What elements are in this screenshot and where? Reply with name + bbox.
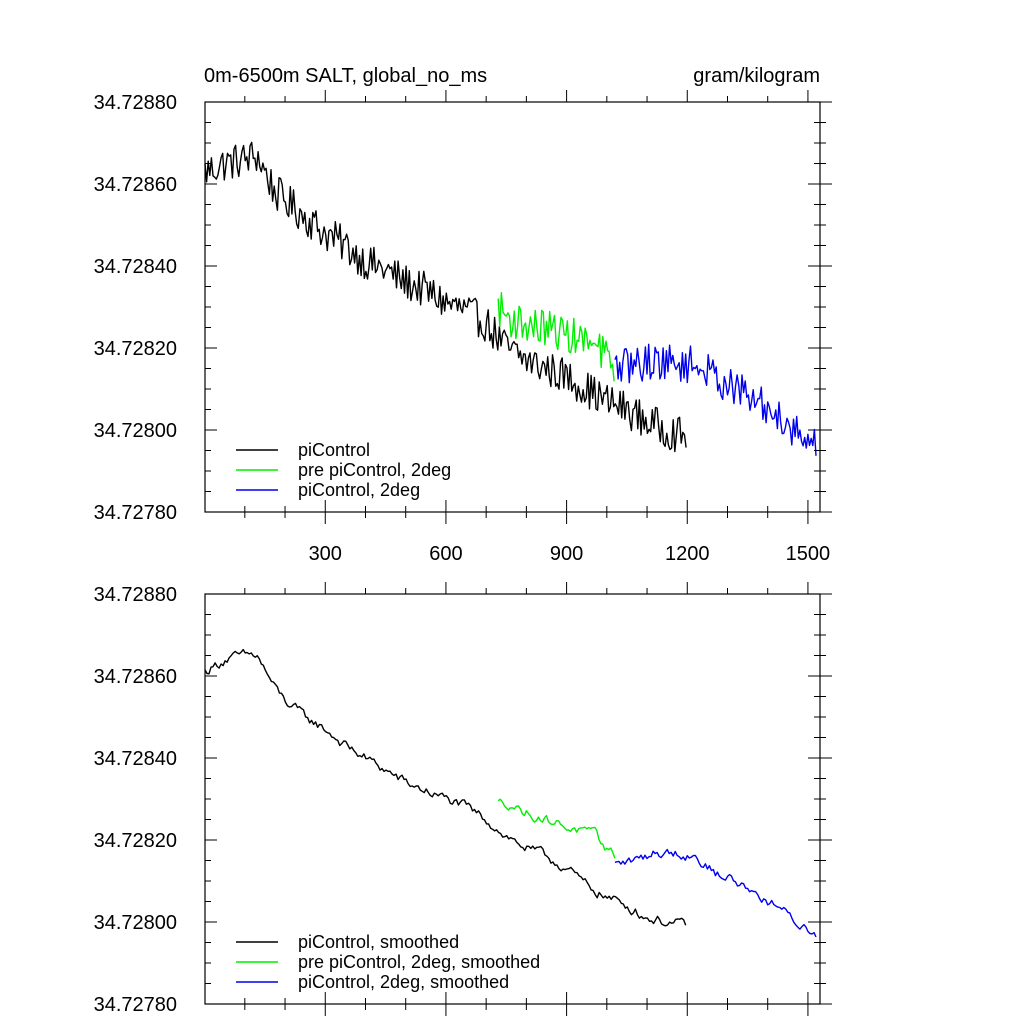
y-tick-label: 34.72860 [94, 666, 177, 688]
series-line [497, 798, 616, 859]
legend-label: pre piControl, 2deg [298, 460, 451, 480]
y-tick-label: 34.72780 [94, 502, 177, 524]
x-tick-label: 1500 [786, 543, 831, 565]
y-tick-label: 34.72880 [94, 92, 177, 114]
y-tick-label: 34.72820 [94, 830, 177, 852]
y-tick-label: 34.72800 [94, 912, 177, 934]
series-line [497, 292, 615, 382]
y-tick-label: 34.72880 [94, 584, 177, 606]
bottom-panel: 34.72780 34.72800 34.72820 34.72840 34.72860… [94, 582, 832, 1016]
y-tick-label: 34.72840 [94, 748, 177, 770]
x-tick-label: 1200 [665, 543, 710, 565]
legend-label: piControl, 2deg [298, 480, 420, 500]
units-label: gram/kilogram [693, 65, 820, 87]
y-tick-label: 34.72840 [94, 256, 177, 278]
series-line [204, 648, 687, 927]
y-tick-label: 34.72820 [94, 338, 177, 360]
y-tick-label: 34.72780 [94, 994, 177, 1016]
series-line [614, 848, 817, 938]
legend-label: piControl [298, 440, 370, 460]
legend-label: piControl, smoothed [298, 932, 459, 952]
x-tick-label: 300 [309, 543, 342, 565]
top-panel: 300 600 900 1200 1500 34.72780 34.72800 34.7282… [94, 90, 832, 565]
legend-label: piControl, 2deg, smoothed [298, 972, 509, 992]
y-tick-label: 34.72860 [94, 174, 177, 196]
y-tick-label: 34.72800 [94, 420, 177, 442]
legend-label: pre piControl, 2deg, smoothed [298, 952, 540, 972]
series-line [614, 343, 817, 456]
x-tick-label: 900 [550, 543, 583, 565]
x-tick-label: 600 [429, 543, 462, 565]
series-line [204, 141, 687, 453]
chart-title: 0m-6500m SALT, global_no_ms [204, 65, 487, 87]
